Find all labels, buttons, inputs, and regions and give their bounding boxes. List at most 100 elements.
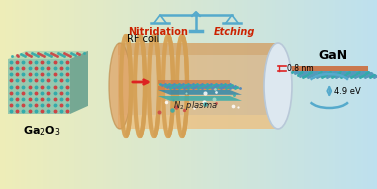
- Bar: [116, 0, 120, 189]
- Bar: [283, 0, 287, 189]
- Polygon shape: [8, 59, 70, 114]
- Bar: [299, 0, 303, 189]
- Bar: [22, 0, 26, 189]
- Bar: [179, 0, 183, 189]
- Bar: [323, 0, 328, 189]
- Bar: [60, 0, 64, 189]
- Bar: [35, 0, 39, 189]
- Bar: [374, 0, 377, 189]
- Polygon shape: [290, 66, 368, 71]
- Text: Ga$_2$O$_3$: Ga$_2$O$_3$: [23, 124, 61, 138]
- Text: RF coil: RF coil: [127, 34, 159, 44]
- Bar: [289, 0, 293, 189]
- Bar: [16, 0, 20, 189]
- Bar: [107, 0, 111, 189]
- Bar: [66, 0, 70, 189]
- Polygon shape: [118, 43, 278, 55]
- Bar: [214, 0, 218, 189]
- Bar: [295, 0, 299, 189]
- Bar: [135, 0, 139, 189]
- Bar: [157, 0, 161, 189]
- Bar: [302, 0, 306, 189]
- Bar: [305, 0, 309, 189]
- Bar: [330, 0, 334, 189]
- Bar: [19, 0, 23, 189]
- Bar: [371, 0, 375, 189]
- Bar: [201, 0, 205, 189]
- Text: Nitridation: Nitridation: [128, 27, 188, 37]
- Polygon shape: [158, 90, 242, 95]
- Bar: [226, 0, 230, 189]
- Bar: [339, 0, 343, 189]
- Bar: [308, 0, 312, 189]
- Bar: [195, 0, 199, 189]
- Bar: [75, 0, 80, 189]
- Bar: [368, 0, 372, 189]
- Bar: [72, 0, 77, 189]
- Bar: [198, 0, 202, 189]
- Bar: [163, 0, 167, 189]
- Bar: [327, 0, 331, 189]
- Bar: [361, 0, 365, 189]
- Bar: [12, 0, 17, 189]
- Ellipse shape: [264, 43, 292, 129]
- Bar: [138, 0, 143, 189]
- Bar: [144, 0, 149, 189]
- Bar: [41, 0, 45, 189]
- Bar: [113, 0, 117, 189]
- Text: Etching: Etching: [213, 27, 255, 37]
- Bar: [261, 0, 265, 189]
- Bar: [352, 0, 356, 189]
- Bar: [160, 0, 164, 189]
- Bar: [120, 0, 124, 189]
- Bar: [336, 0, 340, 189]
- Bar: [50, 0, 54, 189]
- Bar: [242, 0, 246, 189]
- Bar: [141, 0, 146, 189]
- Text: GaN: GaN: [319, 49, 348, 62]
- Bar: [254, 0, 259, 189]
- Bar: [276, 0, 280, 189]
- Polygon shape: [158, 80, 230, 84]
- Bar: [126, 0, 130, 189]
- Text: 4.9 eV: 4.9 eV: [334, 87, 361, 95]
- Bar: [0, 0, 4, 189]
- Bar: [170, 0, 174, 189]
- Bar: [129, 0, 133, 189]
- Bar: [104, 0, 108, 189]
- Bar: [355, 0, 359, 189]
- Bar: [44, 0, 48, 189]
- Bar: [167, 0, 171, 189]
- Bar: [207, 0, 211, 189]
- Bar: [257, 0, 262, 189]
- Bar: [31, 0, 35, 189]
- Bar: [333, 0, 337, 189]
- Bar: [28, 0, 32, 189]
- Polygon shape: [158, 84, 242, 89]
- Bar: [349, 0, 353, 189]
- Bar: [78, 0, 83, 189]
- Bar: [57, 0, 61, 189]
- Bar: [85, 0, 89, 189]
- Bar: [358, 0, 362, 189]
- Bar: [6, 0, 11, 189]
- Bar: [154, 0, 158, 189]
- Bar: [245, 0, 249, 189]
- Bar: [204, 0, 208, 189]
- Bar: [110, 0, 114, 189]
- Text: N$_2$ plasma: N$_2$ plasma: [173, 99, 218, 112]
- Polygon shape: [158, 96, 242, 101]
- Polygon shape: [118, 115, 278, 129]
- Bar: [91, 0, 95, 189]
- Bar: [173, 0, 177, 189]
- Bar: [346, 0, 350, 189]
- Bar: [280, 0, 284, 189]
- Bar: [69, 0, 73, 189]
- Bar: [311, 0, 315, 189]
- Bar: [342, 0, 346, 189]
- Bar: [317, 0, 322, 189]
- Bar: [267, 0, 271, 189]
- Bar: [210, 0, 215, 189]
- Bar: [264, 0, 268, 189]
- Bar: [292, 0, 296, 189]
